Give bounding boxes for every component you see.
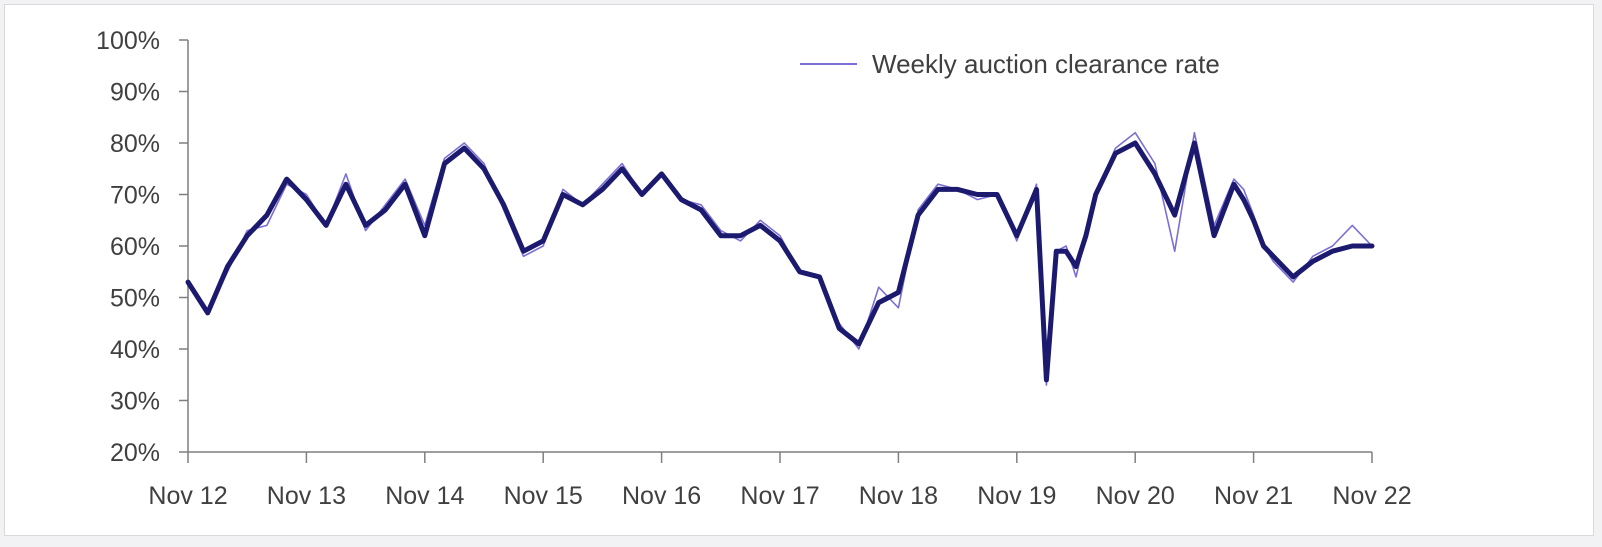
- y-tick-label: 80%: [110, 130, 160, 158]
- x-tick-label: Nov 15: [504, 482, 583, 510]
- y-tick-label: 70%: [110, 182, 160, 210]
- x-tick-label: Nov 22: [1332, 482, 1411, 510]
- x-tick-label: Nov 18: [859, 482, 938, 510]
- y-tick-label: 40%: [110, 336, 160, 364]
- legend: Weekly auction clearance rate: [800, 49, 1220, 79]
- x-tick-label: Nov 19: [977, 482, 1056, 510]
- x-tick-label: Nov 16: [622, 482, 701, 510]
- x-axis: Nov 12 Nov 13 Nov 14 Nov 15 Nov 16 Nov 17 Nov …: [148, 451, 1412, 510]
- y-tick-label: 20%: [110, 439, 160, 467]
- y-tick-label: 50%: [110, 285, 160, 313]
- y-tick-label: 100%: [96, 27, 160, 55]
- x-tick-label: Nov 17: [740, 482, 819, 510]
- series-layer: [185, 131, 1375, 386]
- series-line-weekly: [187, 131, 1373, 386]
- y-axis: 100% 90% 80% 70% 60% 50% 40% 30% 20%: [96, 27, 189, 467]
- x-tick-label: Nov 13: [267, 482, 346, 510]
- x-tick-label: Nov 12: [148, 482, 227, 510]
- series-line-smoothed: [185, 140, 1375, 383]
- y-tick-label: 90%: [110, 79, 160, 107]
- x-tick-label: Nov 14: [385, 482, 464, 510]
- y-tick-label: 60%: [110, 233, 160, 261]
- legend-label-weekly: Weekly auction clearance rate: [872, 49, 1220, 79]
- x-tick-label: Nov 21: [1214, 482, 1293, 510]
- y-tick-label: 30%: [110, 388, 160, 416]
- x-tick-label: Nov 20: [1096, 482, 1175, 510]
